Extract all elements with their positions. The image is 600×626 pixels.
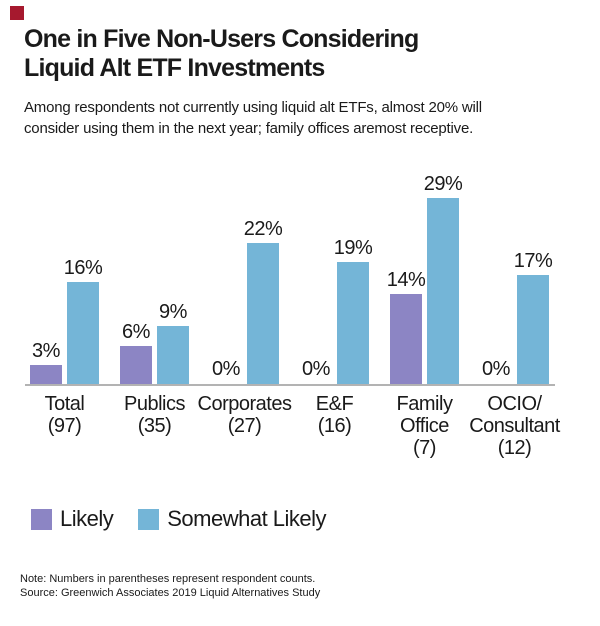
legend-label-somewhat-likely: Somewhat Likely <box>167 506 327 531</box>
bar-somewhat-likely-3 <box>247 243 279 384</box>
chart-subtitle-line1: Among respondents not currently using li… <box>24 99 482 116</box>
chart-title-line1: One in Five Non-Users Considering <box>24 25 419 53</box>
value-label-likely-4: 0% <box>302 358 330 380</box>
bar-somewhat-likely-5 <box>427 198 459 384</box>
chart-footer: Note: Numbers in parentheses represent r… <box>20 572 320 600</box>
category-label-1: Total (97) <box>44 393 85 437</box>
x-axis-line <box>25 384 555 386</box>
chart-subtitle-line2: consider using them in the next year; fa… <box>24 120 474 137</box>
value-label-somewhat-likely-6: 17% <box>513 250 553 272</box>
chart-legend: Likely Somewhat Likely <box>31 506 327 532</box>
value-label-likely-3: 0% <box>212 358 240 380</box>
legend-label-likely: Likely <box>60 506 114 531</box>
chart-subtitle: Among respondents not currently using li… <box>24 97 482 139</box>
value-label-somewhat-likely-4: 19% <box>333 237 373 259</box>
legend-swatch-somewhat-likely <box>138 508 160 530</box>
value-label-somewhat-likely-2: 9% <box>159 301 187 323</box>
footer-source: Source: Greenwich Associates 2019 Liquid… <box>20 587 321 599</box>
value-label-likely-6: 0% <box>482 358 510 380</box>
value-label-likely-2: 6% <box>122 321 150 343</box>
value-label-somewhat-likely-3: 22% <box>243 218 283 240</box>
category-label-5: Family Office (7) <box>396 393 453 459</box>
bar-likely-1 <box>30 365 62 384</box>
legend-item-somewhat-likely: Somewhat Likely <box>138 506 327 532</box>
bar-somewhat-likely-2 <box>157 326 189 384</box>
bar-somewhat-likely-1 <box>67 282 99 384</box>
bar-likely-5 <box>390 294 422 384</box>
footer-note: Note: Numbers in parentheses represent r… <box>20 573 316 585</box>
category-label-4: E&F (16) <box>315 393 354 437</box>
brand-logo-square <box>10 6 24 20</box>
value-label-likely-5: 14% <box>386 269 426 291</box>
chart-title-line2: Liquid Alt ETF Investments <box>24 54 325 82</box>
category-label-6: OCIO/Consultant (12) <box>469 393 560 459</box>
legend-item-likely: Likely <box>31 506 114 532</box>
category-label-2: Publics (35) <box>124 393 185 437</box>
value-label-likely-1: 3% <box>32 340 60 362</box>
chart-title: One in Five Non-Users Considering Liquid… <box>24 25 419 83</box>
category-label-3: Corporates (27) <box>197 393 292 437</box>
bar-somewhat-likely-6 <box>517 275 549 384</box>
bar-likely-2 <box>120 346 152 384</box>
value-label-somewhat-likely-5: 29% <box>423 173 463 195</box>
legend-swatch-likely <box>31 508 52 530</box>
value-label-somewhat-likely-1: 16% <box>63 257 103 279</box>
bar-somewhat-likely-4 <box>337 262 369 384</box>
